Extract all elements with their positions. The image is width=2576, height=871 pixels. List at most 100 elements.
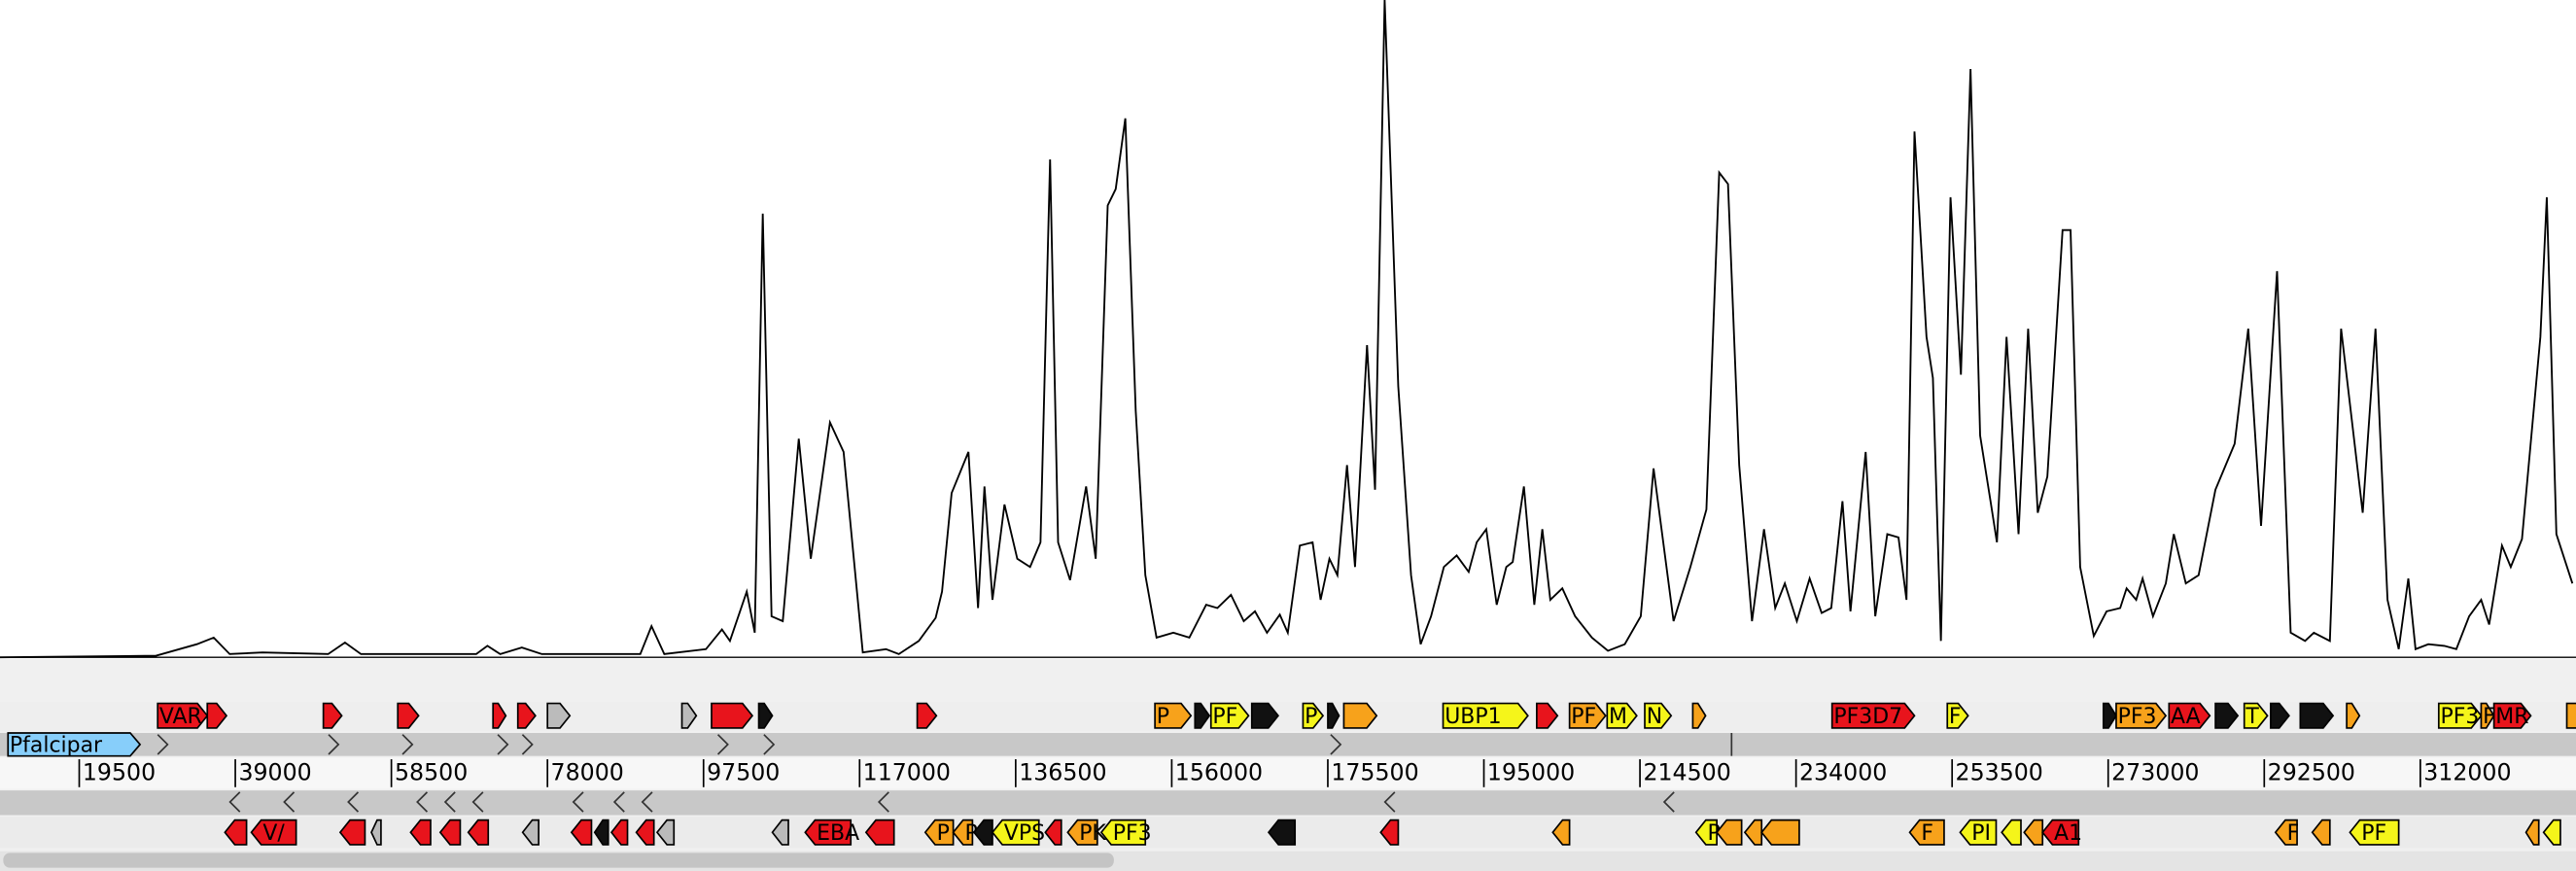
ruler-label: 195000	[1487, 759, 1575, 786]
feature-label: P	[1157, 705, 1169, 729]
gene-feature	[2214, 702, 2240, 729]
scrollbar-thumb[interactable]	[3, 853, 1114, 868]
gene-feature	[224, 819, 248, 846]
feature-label: EBA	[817, 821, 859, 846]
feature-label: A1	[2054, 821, 2082, 846]
marker	[443, 791, 456, 813]
marker	[228, 791, 241, 813]
gene-feature	[2480, 702, 2495, 729]
gene-feature	[991, 819, 1040, 846]
gene-feature	[757, 702, 774, 729]
feature-label: MR	[2495, 705, 2528, 729]
gene-feature	[804, 819, 853, 846]
gene-feature	[2299, 702, 2335, 729]
gene-feature	[1606, 702, 1638, 729]
gene-feature	[2274, 819, 2298, 846]
gene-feature	[1442, 702, 1529, 729]
ruler-label: 39000	[238, 759, 311, 786]
forward-frame-track	[0, 732, 2576, 756]
gene-feature	[1302, 702, 1325, 729]
frame-markers	[157, 732, 1733, 813]
reverse-frame-track	[0, 790, 2576, 816]
marker	[401, 734, 414, 755]
marker	[612, 791, 625, 813]
ruler-track	[0, 757, 2576, 789]
feature-label: Pfalcipar	[10, 734, 103, 758]
gene-feature	[1250, 702, 1279, 729]
gene-feature	[1209, 702, 1250, 729]
ruler-label: 156000	[1175, 759, 1263, 786]
feature-label: V/	[262, 821, 285, 846]
marker	[157, 734, 169, 755]
feature-label: M	[1609, 705, 1627, 729]
gene-feature	[338, 819, 366, 846]
feature-label: PI	[1971, 821, 1991, 846]
gene-feature	[1830, 702, 1916, 729]
gene-feature	[2542, 819, 2561, 846]
gene-feature	[516, 702, 537, 729]
gene-feature	[397, 702, 420, 729]
marker	[328, 734, 340, 755]
ruler-label: 234000	[1799, 759, 1887, 786]
feature-label: PF	[2361, 821, 2386, 846]
gene-feature	[1066, 819, 1098, 846]
ruler-label: 58500	[395, 759, 468, 786]
feature-label: AA	[2171, 705, 2201, 729]
gene-feature	[2041, 819, 2080, 846]
feature-label: F	[1921, 821, 1933, 846]
ruler-label: 214500	[1643, 759, 1730, 786]
gene-feature	[2001, 819, 2022, 846]
gene-feature	[409, 819, 432, 846]
gene-feature	[157, 702, 209, 729]
ruler-label: 175500	[1331, 759, 1418, 786]
ruler-label: 78000	[551, 759, 624, 786]
gene-feature	[2492, 702, 2532, 729]
marker	[347, 791, 360, 813]
gene-feature	[2565, 702, 2576, 729]
gene-feature	[1154, 702, 1193, 729]
gene-feature	[322, 702, 343, 729]
gene-feature	[771, 819, 789, 846]
gene-feature	[2311, 819, 2331, 846]
gene-feature	[1194, 702, 1211, 729]
gene-feature	[1644, 702, 1673, 729]
ruler-label: 136500	[1019, 759, 1106, 786]
gene-feature	[1342, 702, 1378, 729]
gene-feature	[1536, 702, 1559, 729]
gene-feature	[206, 702, 228, 729]
gene-feature	[2270, 702, 2290, 729]
gene-feature	[250, 819, 297, 846]
gene-feature	[635, 819, 655, 846]
ruler-label: 273000	[2111, 759, 2199, 786]
feature-label: P	[1708, 821, 1721, 846]
gene-feature	[864, 819, 895, 846]
gene-feature	[370, 819, 382, 846]
feature-label: PF3	[1113, 821, 1152, 846]
gene-feature	[2524, 819, 2540, 846]
ruler-label: 97500	[707, 759, 780, 786]
gene-feature	[2437, 702, 2483, 729]
marker	[471, 791, 484, 813]
gene-feature	[546, 702, 572, 729]
gene-feature	[1760, 819, 1800, 846]
gene-feature	[2243, 702, 2269, 729]
gene-feature	[521, 819, 540, 846]
marker	[763, 734, 776, 755]
plot-area	[0, 0, 2576, 657]
gene-feature	[467, 819, 490, 846]
gene-feature	[2102, 702, 2117, 729]
ruler-label: 312000	[2423, 759, 2511, 786]
gene-feature	[1267, 819, 1297, 846]
feature-label: PF3D7	[1833, 705, 1902, 729]
gene-feature	[438, 819, 462, 846]
gene-feature	[570, 819, 593, 846]
marker	[497, 734, 509, 755]
gene-feature	[1044, 819, 1062, 846]
gene-feature	[1743, 819, 1763, 846]
feature-label: P	[937, 821, 950, 846]
gene-feature	[655, 819, 676, 846]
ruler-label: 19500	[83, 759, 156, 786]
gene-feature	[2115, 702, 2168, 729]
marker	[641, 791, 653, 813]
